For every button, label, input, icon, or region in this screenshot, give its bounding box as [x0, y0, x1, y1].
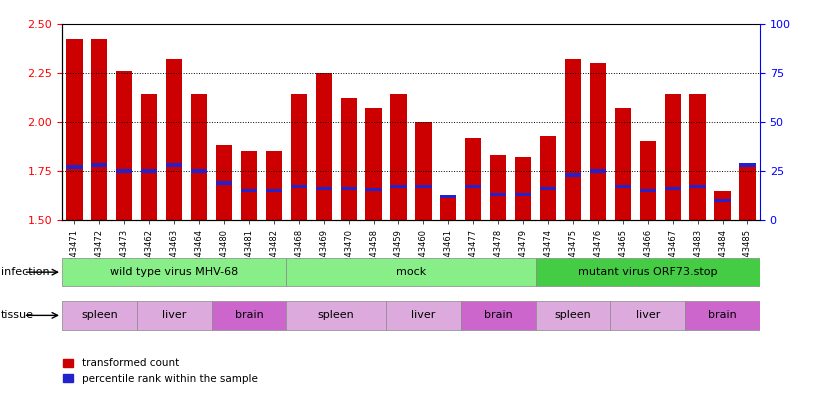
- Bar: [316, 73, 332, 220]
- Bar: [116, 169, 132, 173]
- Bar: [461, 301, 535, 330]
- Bar: [665, 187, 681, 190]
- Bar: [415, 185, 431, 188]
- Bar: [91, 39, 107, 220]
- Text: tissue: tissue: [1, 310, 34, 320]
- Text: liver: liver: [411, 310, 435, 320]
- Bar: [141, 94, 157, 220]
- Text: mock: mock: [396, 267, 426, 277]
- Bar: [690, 94, 705, 220]
- Bar: [540, 187, 556, 190]
- Bar: [66, 39, 83, 220]
- Bar: [266, 189, 282, 192]
- Bar: [415, 122, 431, 220]
- Bar: [639, 141, 656, 220]
- Bar: [166, 163, 183, 167]
- Bar: [714, 191, 731, 220]
- Bar: [287, 258, 535, 286]
- Bar: [241, 189, 257, 192]
- Bar: [191, 169, 207, 173]
- Bar: [266, 151, 282, 220]
- Bar: [615, 185, 631, 188]
- Bar: [62, 301, 137, 330]
- Bar: [211, 301, 287, 330]
- Bar: [739, 163, 756, 167]
- Bar: [610, 301, 685, 330]
- Bar: [465, 185, 482, 188]
- Bar: [490, 193, 506, 196]
- Bar: [535, 301, 610, 330]
- Legend: transformed count, percentile rank within the sample: transformed count, percentile rank withi…: [59, 354, 262, 388]
- Text: wild type virus MHV-68: wild type virus MHV-68: [110, 267, 238, 277]
- Bar: [440, 195, 457, 198]
- Bar: [665, 94, 681, 220]
- Bar: [365, 108, 382, 220]
- Bar: [440, 195, 457, 220]
- Bar: [216, 181, 232, 184]
- Bar: [391, 94, 406, 220]
- Bar: [465, 138, 482, 220]
- Bar: [340, 98, 357, 220]
- Bar: [116, 71, 132, 220]
- Bar: [639, 189, 656, 192]
- Text: spleen: spleen: [554, 310, 591, 320]
- Bar: [141, 169, 157, 173]
- Bar: [386, 301, 461, 330]
- Text: spleen: spleen: [81, 310, 118, 320]
- Bar: [540, 136, 556, 220]
- Bar: [66, 165, 83, 169]
- Bar: [565, 59, 581, 220]
- Bar: [291, 94, 307, 220]
- Bar: [62, 258, 287, 286]
- Bar: [515, 193, 531, 196]
- Bar: [287, 301, 386, 330]
- Bar: [365, 188, 382, 191]
- Bar: [137, 301, 211, 330]
- Bar: [690, 185, 705, 188]
- Bar: [316, 187, 332, 190]
- Bar: [739, 167, 756, 220]
- Bar: [191, 94, 207, 220]
- Bar: [340, 187, 357, 190]
- Text: brain: brain: [708, 310, 737, 320]
- Bar: [590, 169, 606, 173]
- Bar: [565, 173, 581, 176]
- Text: brain: brain: [484, 310, 513, 320]
- Text: brain: brain: [235, 310, 263, 320]
- Text: mutant virus ORF73.stop: mutant virus ORF73.stop: [578, 267, 718, 277]
- Text: liver: liver: [162, 310, 187, 320]
- Bar: [535, 258, 760, 286]
- Bar: [490, 155, 506, 220]
- Bar: [615, 108, 631, 220]
- Text: infection: infection: [1, 267, 50, 277]
- Bar: [515, 157, 531, 220]
- Bar: [714, 198, 731, 202]
- Text: liver: liver: [635, 310, 660, 320]
- Bar: [291, 185, 307, 188]
- Bar: [391, 185, 406, 188]
- Bar: [685, 301, 760, 330]
- Text: spleen: spleen: [318, 310, 354, 320]
- Bar: [91, 163, 107, 167]
- Bar: [590, 63, 606, 220]
- Bar: [216, 145, 232, 220]
- Bar: [166, 59, 183, 220]
- Bar: [241, 151, 257, 220]
